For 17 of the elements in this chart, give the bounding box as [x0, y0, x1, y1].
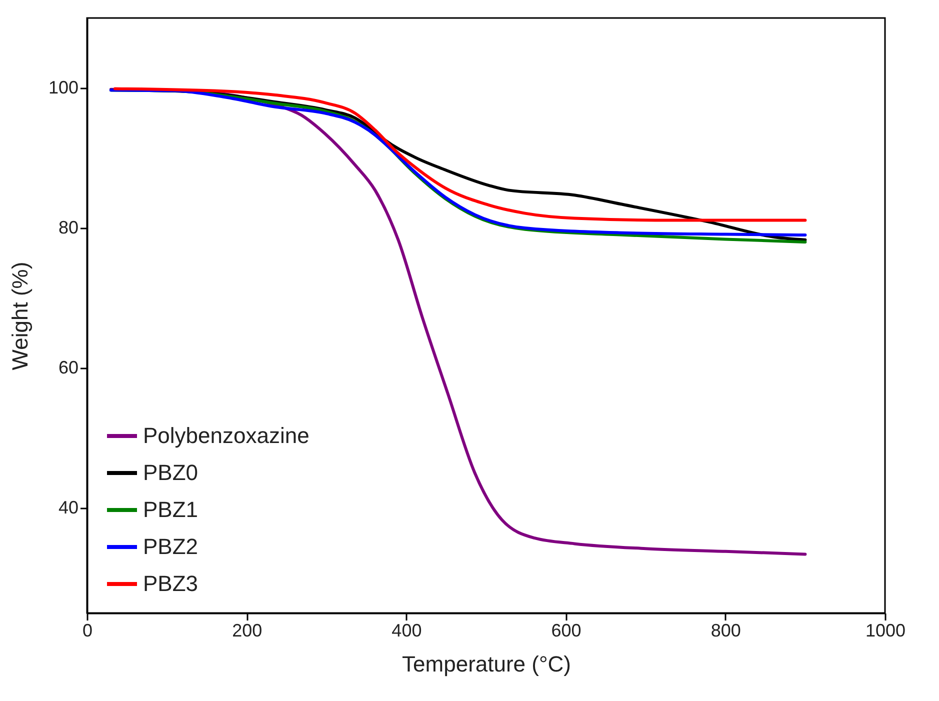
x-tick-label: 0	[82, 620, 93, 640]
y-tick-label: 80	[58, 218, 78, 238]
y-tick-label: 60	[58, 358, 78, 378]
x-tick-label: 400	[392, 620, 422, 640]
x-tick-label: 600	[551, 620, 582, 640]
legend-label: PBZ0	[143, 460, 198, 485]
x-tick-label: 200	[232, 620, 262, 640]
y-tick-label: 100	[48, 78, 78, 98]
x-axis-title: Temperature (°C)	[402, 652, 571, 676]
legend-label: Polybenzoxazine	[143, 423, 310, 448]
y-axis-title: Weight (%)	[7, 262, 32, 370]
legend-label: PBZ3	[143, 571, 198, 596]
legend-label: PBZ2	[143, 534, 198, 559]
legend-label: PBZ1	[143, 497, 198, 522]
x-tick-label: 1000	[865, 620, 906, 640]
y-tick-label: 40	[58, 498, 78, 518]
x-tick-label: 800	[710, 620, 741, 640]
